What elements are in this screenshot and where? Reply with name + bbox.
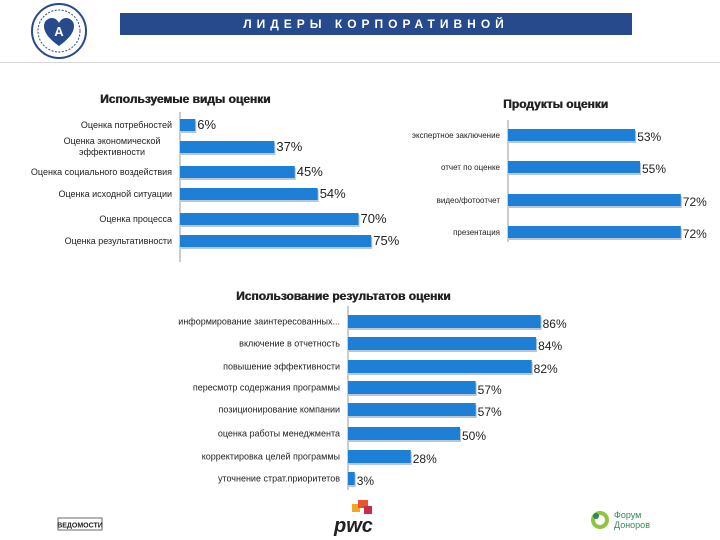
page-title: ЛИДЕРЫ КОРПОРАТИВНОЙ БЛАГОТВОРИТЕЛЬНОСТИ [243, 17, 509, 53]
chart1-value-label: 75% [373, 233, 399, 248]
chart3-bar [348, 381, 476, 394]
chart2-bar [508, 194, 681, 206]
chart1-value-label: 70% [361, 211, 387, 226]
chart2-value-label: 53% [637, 130, 661, 144]
header-band [120, 13, 632, 35]
pwc-logo-text: pwc [333, 515, 373, 537]
chart3-bar-shadow [349, 405, 477, 418]
chart3-value-label: 82% [534, 362, 558, 376]
chart1-bar [180, 235, 372, 247]
chart3-value-label: 3% [357, 474, 375, 488]
chart3-bar-shadow [349, 339, 538, 352]
chart3-category-label: пересмотр содержания программы [193, 383, 340, 393]
chart2-category-label: презентация [453, 228, 500, 237]
chart3-bar [348, 427, 460, 440]
chart2-category-label: отчет по оценке [441, 163, 501, 172]
chart1-bar-shadow [181, 237, 373, 249]
chart2-category-label: экспертное заключение [412, 131, 501, 140]
chart3-bar [348, 450, 411, 463]
chart1-bar [180, 188, 318, 200]
svg-text:A: A [54, 24, 64, 39]
chart2-value-label: 72% [683, 195, 707, 209]
chart3-bar-shadow [349, 362, 533, 375]
chart2-bar-shadow [509, 196, 682, 208]
chart3-bar [348, 472, 355, 485]
chart1-title: Используемые виды оценки [100, 92, 271, 106]
chart3-category-label: корректировка целей программы [202, 452, 340, 462]
chart3-bar [348, 360, 532, 373]
chart1-bar [180, 213, 359, 225]
chart3-bar-shadow [349, 317, 542, 330]
chart2-bar [508, 161, 640, 173]
chart2-bar-shadow [509, 228, 682, 240]
chart3-category-label: позиционирование компании [219, 405, 340, 415]
chart1-bar [180, 119, 196, 131]
chart3-category-label: повышение эффективности [223, 362, 340, 372]
chart3-category-label: уточнение страт.приоритетов [218, 474, 340, 484]
vedomosti-logo: ВЕДОМОСТИ [57, 517, 103, 531]
donors-forum-line2: Доноров [614, 520, 650, 530]
chart3-category-label: информирование заинтересованных... [178, 317, 340, 327]
chart1-bar-shadow [181, 190, 319, 202]
chart1-bar-shadow [181, 121, 197, 133]
chart1-value-label: 45% [297, 164, 323, 179]
chart1-value-label: 54% [320, 186, 346, 201]
chart1-bar-shadow [181, 143, 276, 155]
chart3-bar [348, 315, 541, 328]
chart3-value-label: 86% [543, 317, 567, 331]
chart2-category-label: видео/фотоотчет [437, 196, 501, 205]
chart3-bar-shadow [349, 429, 461, 442]
chart3-value-label: 57% [478, 383, 502, 397]
chart1-bar [180, 166, 295, 178]
chart3-value-label: 50% [462, 429, 486, 443]
chart2-bar [508, 226, 681, 238]
chart1-bar-shadow [181, 168, 296, 180]
chart1-category-label: Оценка социального воздействия [31, 167, 172, 177]
chart3-bar-shadow [349, 474, 356, 487]
chart1-category-label: Оценка потребностей [81, 120, 172, 130]
chart3-category-label: оценка работы менеджмента [218, 429, 340, 439]
chart2-title: Продукты оценки [503, 97, 609, 111]
chart1-value-label: 37% [276, 139, 302, 154]
chart1-category-label-line: Оценка экономической [64, 136, 161, 146]
chart1-bar [180, 141, 275, 153]
chart1-bar-shadow [181, 215, 360, 227]
chart3-value-label: 28% [413, 452, 437, 466]
chart2-value-label: 55% [642, 162, 666, 176]
donors-forum-line1: Форум [614, 510, 641, 520]
chart1-value-label: 6% [197, 117, 216, 132]
chart1-category-label: Оценка процесса [99, 214, 172, 224]
chart3-bar-shadow [349, 452, 412, 465]
header-bar: A ЛИДЕРЫ КОРПОРАТИВНОЙ БЛАГОТВОРИТЕЛЬНОС… [0, 0, 720, 62]
chart2-bar [508, 129, 636, 141]
chart2-bar-shadow [509, 163, 641, 175]
chart3-category-label: включение в отчетность [239, 339, 340, 349]
donors-forum-logo: Форум Доноров [591, 510, 650, 530]
chart1-category-label: Оценка экономической эффективности [64, 136, 161, 157]
pwc-logo: pwc [333, 500, 373, 537]
chart3-bar [348, 403, 476, 416]
chart3-value-label: 84% [538, 339, 562, 353]
chart3-value-label: 57% [478, 405, 502, 419]
footer-logos: ВЕДОМОСТИ pwc Форум Доноров [57, 500, 650, 537]
chart3-bar [348, 337, 537, 350]
chart1-category-label-line: эффективности [79, 147, 145, 157]
chart2-value-label: 72% [683, 227, 707, 241]
chart3-bar-shadow [349, 383, 477, 396]
header-divider [0, 62, 720, 63]
vedomosti-logo-text: ВЕДОМОСТИ [57, 523, 103, 530]
emblem-logo: A [31, 3, 87, 59]
chart3-title: Использование результатов оценки [236, 289, 451, 303]
chart1-category-label: Оценка результативности [65, 236, 172, 246]
chart1-category-label: Оценка исходной ситуации [58, 189, 172, 199]
chart2-bar-shadow [509, 131, 637, 143]
